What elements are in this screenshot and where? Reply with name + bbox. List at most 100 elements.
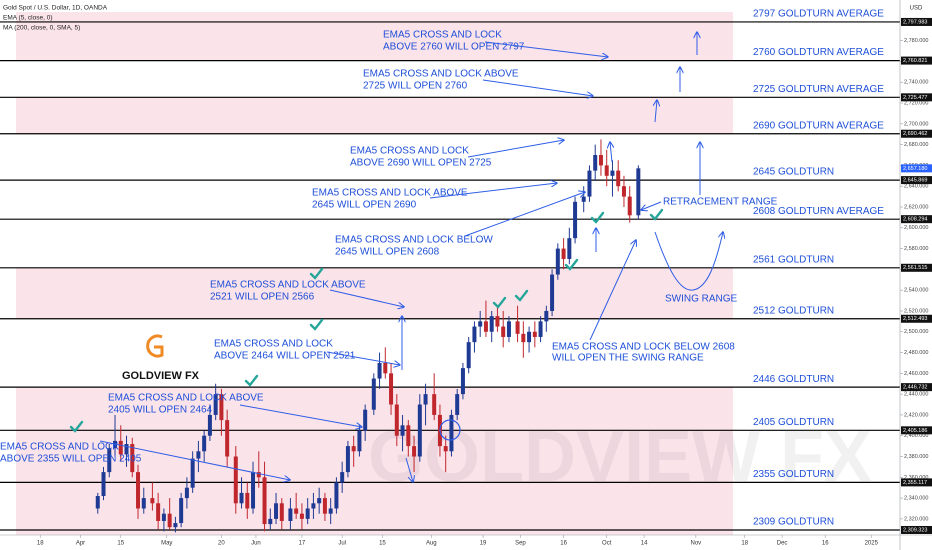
x-tick-label: Aug <box>426 541 437 547</box>
indicator: MA (200, close, 0, SMA, 5) <box>3 25 80 32</box>
candle-body <box>239 492 244 504</box>
logo: GOLDVIEW FX <box>122 334 200 382</box>
annotation: EMA5 CROSS AND LOCK <box>350 146 469 157</box>
candle-body <box>483 321 488 332</box>
candle-body <box>636 168 641 216</box>
candle-body <box>406 425 411 447</box>
x-tick-label: Oct <box>602 541 612 547</box>
level-tag-label: 2,561.515 <box>903 265 927 271</box>
candle-body <box>322 498 327 514</box>
candle-body <box>466 342 471 369</box>
candle-body <box>604 165 609 176</box>
x-tick-label: 14 <box>641 541 648 547</box>
level-text: 2760 GOLDTURN AVERAGE <box>753 47 884 58</box>
candle-body <box>627 196 632 216</box>
level-tag-label: 2,309.323 <box>903 527 927 533</box>
annotation: WILL OPEN THE SWING RANGE <box>552 353 704 364</box>
candle-body <box>567 238 572 259</box>
level-tag <box>901 129 932 138</box>
candle-body <box>443 446 448 452</box>
candle-body <box>412 446 417 457</box>
x-tick-label: 15 <box>117 541 124 547</box>
annotation: ABOVE 2355 WILL OPEN 2405 <box>0 454 142 465</box>
candle-body <box>150 498 155 504</box>
candle-body <box>173 523 178 528</box>
candle-body <box>363 409 368 431</box>
level-tag-label: 2,355.117 <box>903 480 927 486</box>
candle-body <box>251 472 256 509</box>
candle-body <box>423 394 428 405</box>
annotations: EMA5 CROSS AND LOCK ABOVE 2760 WILL OPEN… <box>0 30 778 465</box>
candle-body <box>196 451 201 459</box>
candle-body <box>95 496 100 509</box>
symbol-title: Gold Spot / U.S. Dollar, 1D, OANDA <box>3 5 108 12</box>
candle-body <box>156 503 161 521</box>
candle-body <box>489 316 494 332</box>
candle-body <box>317 498 322 504</box>
last-price-tag <box>901 164 932 173</box>
candle-body <box>449 414 454 452</box>
y-tick-label: 2,320.000 <box>904 516 928 522</box>
level-tag <box>901 215 932 224</box>
x-tick-label: 19 <box>480 541 487 547</box>
level-tag-label: 2,608.294 <box>903 217 927 223</box>
level-tag-label: 2,690.462 <box>903 131 927 137</box>
zone-band <box>16 387 733 535</box>
candle-body <box>101 472 106 497</box>
candle-body <box>294 508 299 514</box>
candle-body <box>515 321 520 334</box>
annotation: ABOVE 2760 WILL OPEN 2797 <box>383 42 525 53</box>
level-text: 2512 GOLDTURN <box>753 305 834 316</box>
annotation: EMA5 CROSS AND LOCK <box>214 339 333 350</box>
candle-body <box>311 503 316 509</box>
candle-body <box>472 326 477 343</box>
candle-body <box>532 331 537 337</box>
x-tick-label: 18 <box>37 541 44 547</box>
candle-body <box>190 458 195 488</box>
level-text: 2446 GOLDTURN <box>753 374 834 385</box>
annotation: EMA5 CROSS AND LOCK <box>383 30 502 41</box>
x-tick-label: 20 <box>218 541 225 547</box>
annotation: 2521 WILL OPEN 2566 <box>210 292 315 303</box>
candle-body <box>167 513 172 528</box>
level-text: 2309 GOLDTURN <box>753 517 834 528</box>
y-tick-label: 2,680.000 <box>904 142 928 148</box>
y-tick-label: 2,700.000 <box>904 121 928 127</box>
candle-body <box>478 321 483 327</box>
annotation: 2645 WILL OPEN 2690 <box>312 200 417 211</box>
x-tick-label: May <box>161 541 172 547</box>
candle-body <box>279 503 284 521</box>
annotation: ABOVE 2464 WILL OPEN 2521 <box>214 351 356 362</box>
candle-body <box>598 155 603 166</box>
candle-body <box>455 394 460 415</box>
x-tick-label: 16 <box>822 541 829 547</box>
candle-body <box>299 513 304 519</box>
candle-body <box>161 513 166 521</box>
candle-body <box>213 394 218 415</box>
x-tick-label: Apr <box>76 541 85 547</box>
annotation: EMA5 CROSS AND LOCK ABOVE <box>210 280 366 291</box>
y-tick-label: 2,780.000 <box>904 38 928 44</box>
level-tag <box>901 176 932 185</box>
x-tick-label: Nov <box>691 541 702 547</box>
annotation: SWING RANGE <box>665 294 738 305</box>
candle-body <box>268 518 273 525</box>
y-tick-label: 2,720.000 <box>904 100 928 106</box>
x-tick-label: 18 <box>741 541 748 547</box>
candle-body <box>521 333 526 343</box>
candle-body <box>506 321 511 337</box>
candle-body <box>544 310 549 322</box>
candle-body <box>334 482 339 509</box>
candle-body <box>555 248 560 275</box>
candle-body <box>527 331 532 343</box>
annotation: 2405 WILL OPEN 2464 <box>108 405 213 416</box>
candle-body <box>233 456 238 504</box>
candle-body <box>377 362 382 379</box>
y-tick-label: 2,460.000 <box>904 371 928 377</box>
level-tag-label: 2,512.493 <box>903 316 927 322</box>
levels: 2797 GOLDTURN AVERAGE 2760 GOLDTURN AVERA… <box>0 9 900 531</box>
candle-body <box>561 248 566 259</box>
level-text: 2690 GOLDTURN AVERAGE <box>753 120 884 131</box>
level-tag-label: 2,725.477 <box>903 95 927 101</box>
